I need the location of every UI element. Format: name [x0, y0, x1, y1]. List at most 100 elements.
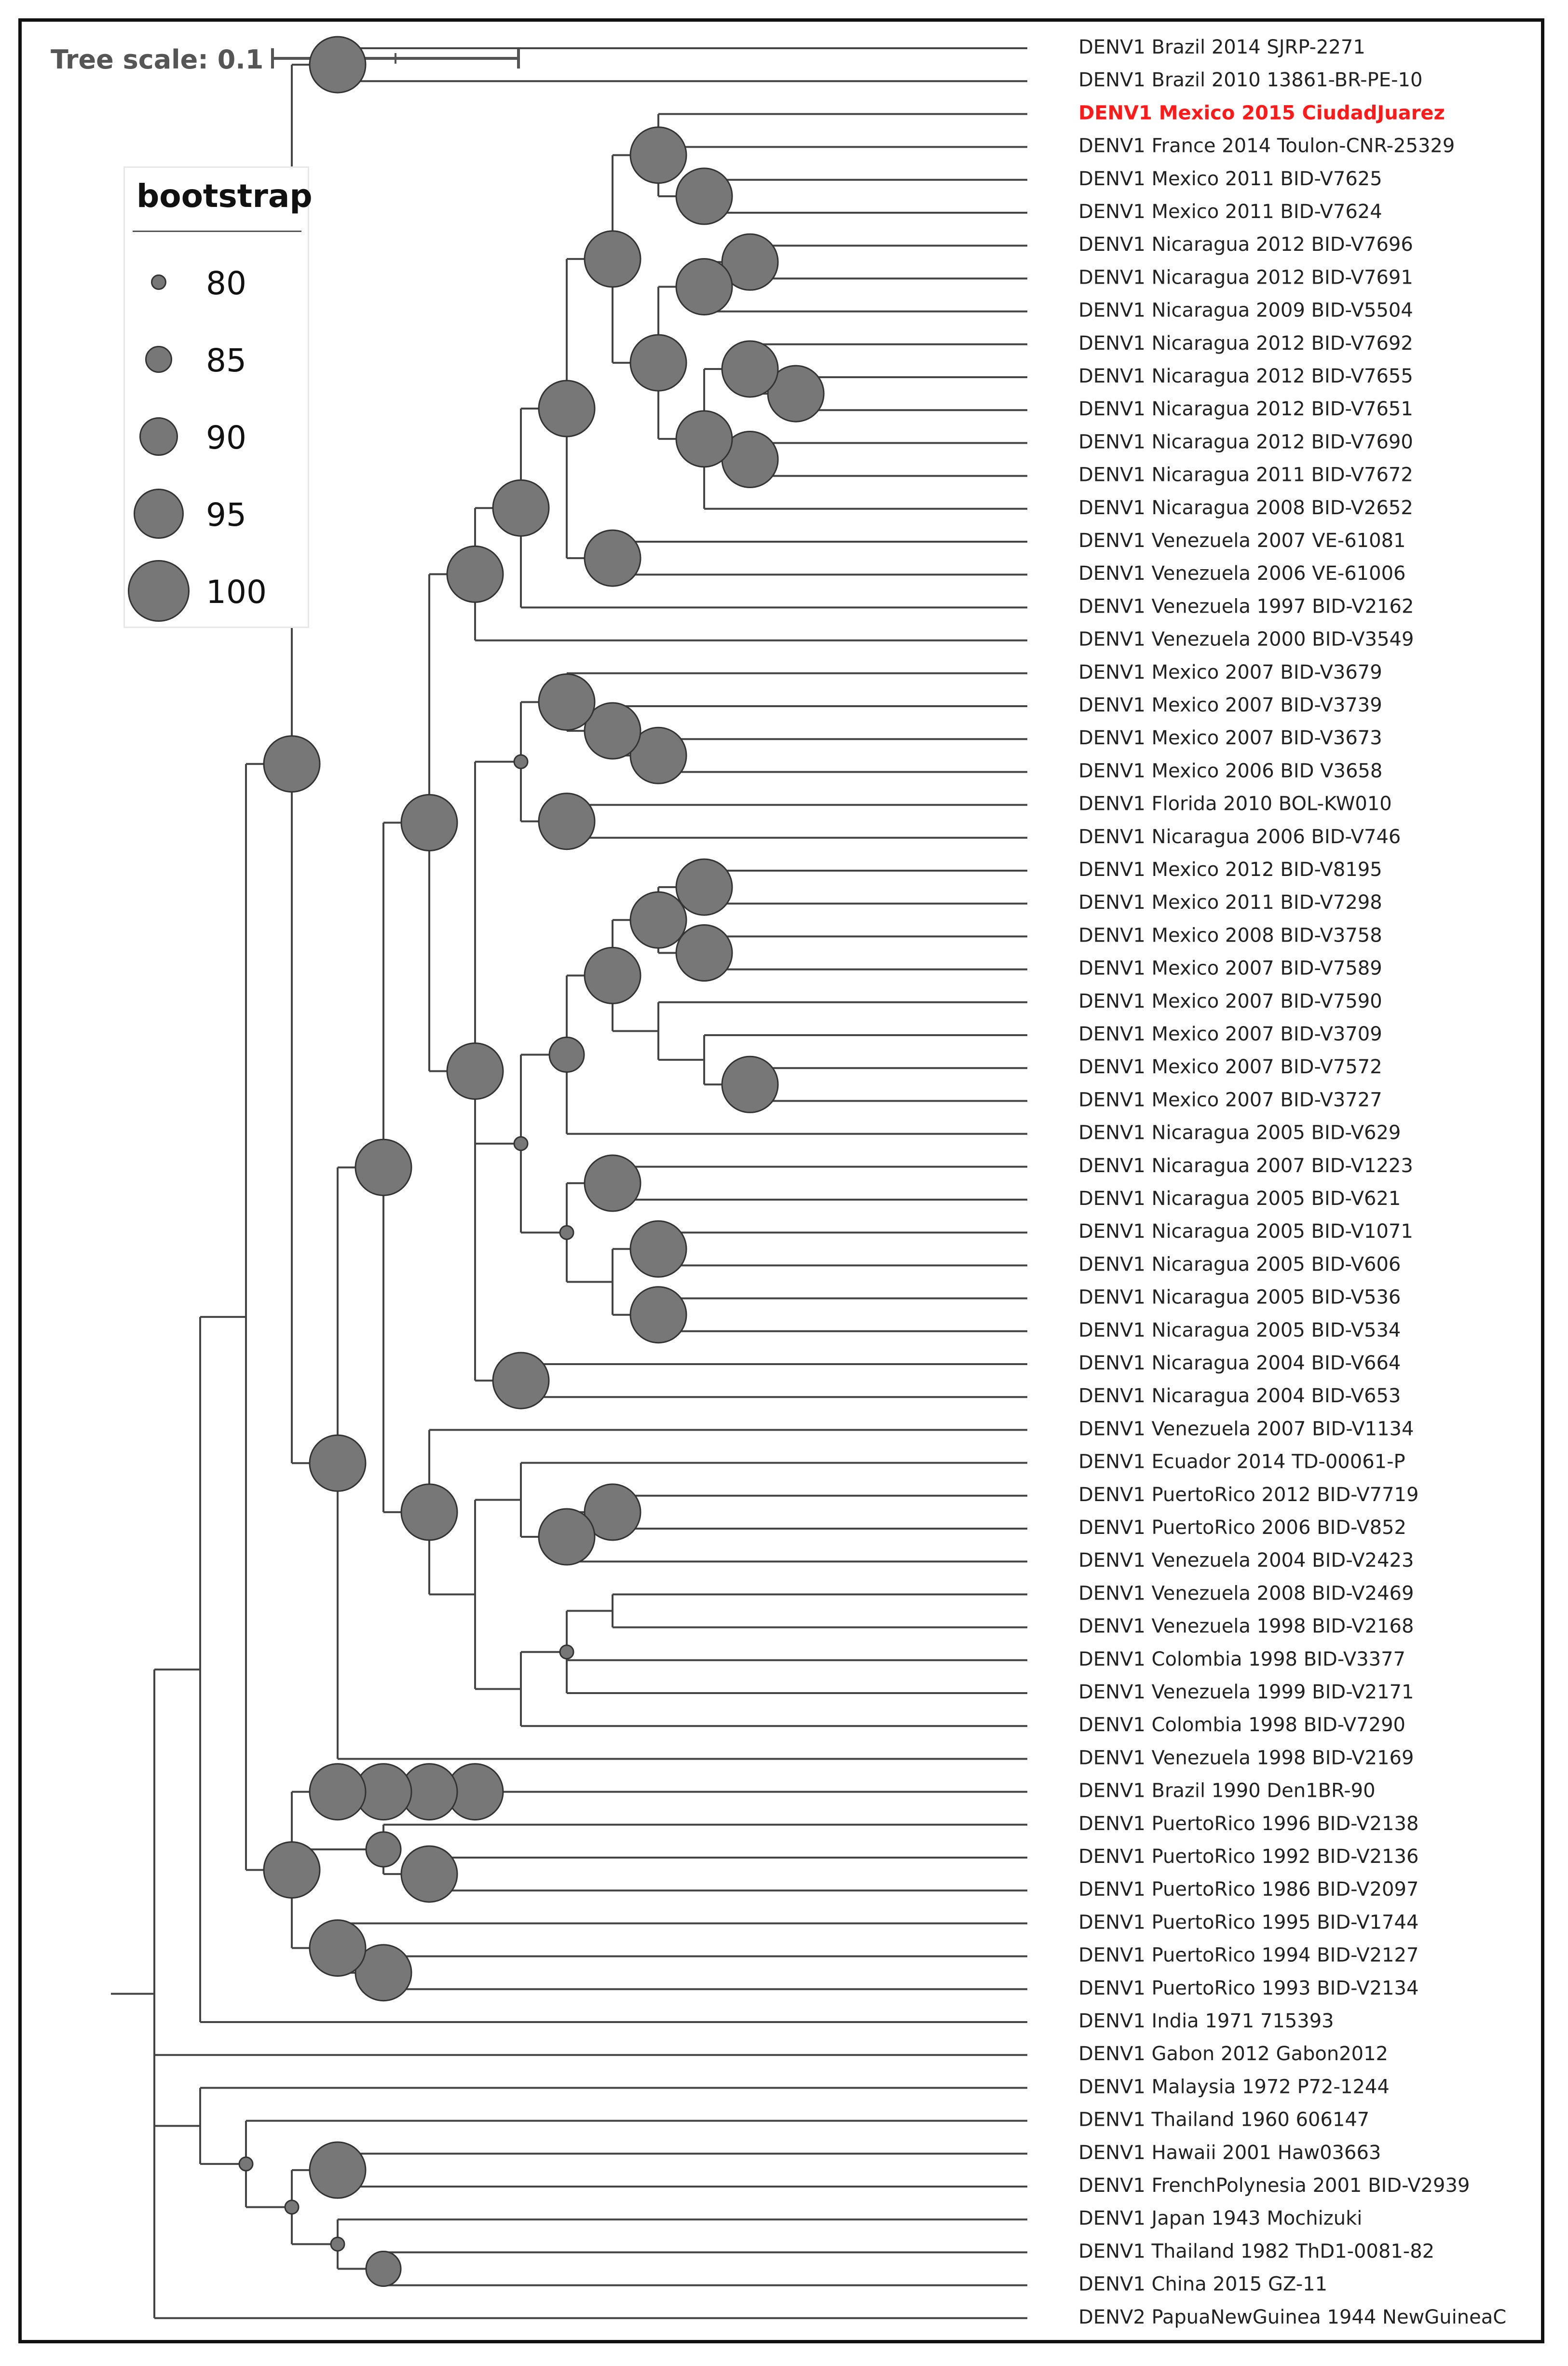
tip-label: DENV1 Venezuela 1999 BID-V2171: [1078, 1681, 1414, 1703]
bootstrap-node-80: [284, 2200, 300, 2215]
tip-label: DENV1 Mexico 2007 BID-V7590: [1078, 990, 1382, 1012]
tip-label: DENV1 Mexico 2007 BID-V3727: [1078, 1089, 1382, 1111]
legend-dot-85: [145, 346, 172, 373]
bootstrap-node-100: [675, 858, 733, 916]
tip-label: DENV1 Colombia 1998 BID-V3377: [1078, 1648, 1405, 1670]
legend-row-85: 85: [125, 329, 308, 387]
bootstrap-node-90: [365, 1831, 402, 1868]
legend-dot-80: [151, 274, 166, 290]
tip-label: DENV1 Ecuador 2014 TD-00061-P: [1078, 1451, 1405, 1473]
bootstrap-node-100: [584, 230, 641, 288]
bootstrap-node-100: [446, 545, 504, 603]
legend-dot-90: [139, 417, 178, 456]
bootstrap-node-100: [584, 529, 641, 587]
tip-label: DENV1 PuertoRico 1993 BID-V2134: [1078, 1977, 1418, 1999]
bootstrap-node-100: [263, 1841, 321, 1899]
bootstrap-node-100: [309, 1434, 367, 1492]
bootstrap-node-100: [538, 380, 596, 438]
bootstrap-node-100: [355, 1138, 412, 1196]
tip-label: DENV1 Mexico 2006 BID V3658: [1078, 760, 1382, 782]
bootstrap-node-100: [538, 673, 596, 731]
legend-label-80: 80: [206, 265, 246, 302]
tip-label: DENV1 Venezuela 1998 BID-V2169: [1078, 1747, 1414, 1769]
tip-label: DENV1 PuertoRico 2012 BID-V7719: [1078, 1484, 1418, 1506]
bootstrap-node-100: [629, 334, 687, 392]
bootstrap-node-100: [675, 258, 733, 315]
tip-label: DENV1 Gabon 2012 Gabon2012: [1078, 2043, 1388, 2065]
tip-label: DENV1 Mexico 2008 BID-V3758: [1078, 924, 1382, 946]
bootstrap-node-100: [309, 36, 367, 94]
tip-label: DENV1 Nicaragua 2005 BID-V606: [1078, 1253, 1401, 1275]
tip-label: DENV1 Nicaragua 2005 BID-V621: [1078, 1188, 1401, 1210]
tip-label: DENV1 Colombia 1998 BID-V7290: [1078, 1714, 1405, 1736]
tip-label: DENV1 Hawaii 2001 Haw03663: [1078, 2142, 1381, 2164]
tip-label: DENV1 PuertoRico 1986 BID-V2097: [1078, 1878, 1418, 1901]
legend-label-95: 95: [206, 496, 246, 533]
tip-label: DENV1 Venezuela 1997 BID-V2162: [1078, 595, 1414, 617]
bootstrap-node-100: [629, 1220, 687, 1278]
bootstrap-node-100: [400, 1845, 458, 1903]
bootstrap-node-100: [584, 1154, 641, 1212]
tip-label: DENV1 Nicaragua 2009 BID-V5504: [1078, 300, 1413, 322]
tip-label: DENV1 Nicaragua 2012 BID-V7690: [1078, 431, 1413, 453]
bootstrap-node-100: [492, 479, 550, 537]
bootstrap-node-100: [629, 726, 687, 784]
legend-label-85: 85: [206, 342, 246, 379]
bootstrap-node-100: [721, 233, 779, 291]
tip-label: DENV1 Venezuela 2008 BID-V2469: [1078, 1582, 1414, 1604]
tip-label: DENV1 Nicaragua 2011 BID-V7672: [1078, 464, 1413, 486]
tip-label: DENV1 Venezuela 2006 VE-61006: [1078, 562, 1405, 585]
bootstrap-node-90: [548, 1036, 585, 1073]
tip-label: DENV1 Nicaragua 2005 BID-V1071: [1078, 1220, 1413, 1243]
bootstrap-legend: bootstrap 80 85 90 95 100: [123, 166, 313, 628]
tip-label: DENV1 PuertoRico 1996 BID-V2138: [1078, 1813, 1418, 1835]
bootstrap-node-80: [559, 1225, 574, 1240]
bootstrap-node-90: [365, 2251, 402, 2287]
tip-label: DENV1 Nicaragua 2012 BID-V7651: [1078, 398, 1413, 420]
tip-label: DENV1 Mexico 2012 BID-V8195: [1078, 859, 1382, 881]
tip-label: DENV1 PuertoRico 1995 BID-V1744: [1078, 1911, 1418, 1933]
bootstrap-node-100: [675, 410, 733, 468]
tip-label: DENV1 Mexico 2011 BID-V7298: [1078, 891, 1382, 914]
tip-label: DENV1 Nicaragua 2012 BID-V7691: [1078, 266, 1413, 288]
bootstrap-node-100: [400, 793, 458, 851]
tip-label: DENV1 Mexico 2007 BID-V3709: [1078, 1023, 1382, 1045]
bootstrap-node-100: [584, 702, 641, 760]
legend-title: bootstrap: [136, 178, 313, 215]
legend-row-95: 95: [125, 484, 308, 542]
tip-label: DENV1 India 1971 715393: [1078, 2010, 1334, 2032]
tip-label: DENV1 Venezuela 2000 BID-V3549: [1078, 629, 1414, 651]
tip-label: DENV1 Mexico 2007 BID-V3673: [1078, 727, 1382, 749]
bootstrap-node-100: [629, 126, 687, 184]
tip-label: DENV1 China 2015 GZ-11: [1078, 2273, 1327, 2296]
bootstrap-node-100: [263, 735, 321, 793]
tree-scale-label: Tree scale: 0.1: [51, 44, 263, 75]
tip-label: DENV1 FrenchPolynesia 2001 BID-V2939: [1078, 2175, 1470, 2197]
tip-label: DENV1 Mexico 2007 BID-V3679: [1078, 661, 1382, 684]
tip-label: DENV1 Mexico 2011 BID-V7625: [1078, 168, 1382, 190]
legend-label-100: 100: [206, 574, 267, 611]
tip-label: DENV1 Nicaragua 2012 BID-V7655: [1078, 365, 1413, 387]
bootstrap-node-100: [767, 365, 825, 423]
bootstrap-node-80: [330, 2236, 345, 2252]
tip-label: DENV1 Venezuela 1998 BID-V2168: [1078, 1615, 1414, 1638]
tip-label: DENV1 Florida 2010 BOL-KW010: [1078, 793, 1392, 815]
tip-label: DENV1 Malaysia 1972 P72-1244: [1078, 2076, 1390, 2098]
bootstrap-node-80: [513, 754, 529, 769]
legend-dot-95: [134, 489, 184, 539]
legend-label-90: 90: [206, 419, 246, 456]
tip-label: DENV1 Nicaragua 2012 BID-V7692: [1078, 332, 1413, 355]
tip-label: DENV1 Thailand 1982 ThD1-0081-82: [1078, 2240, 1434, 2262]
tip-label: DENV1 Venezuela 2007 VE-61081: [1078, 530, 1405, 552]
legend-row-100: 100: [125, 560, 308, 622]
bootstrap-node-100: [538, 1508, 596, 1566]
bootstrap-node-100: [629, 1286, 687, 1344]
bootstrap-node-100: [309, 1919, 367, 1977]
tip-label: DENV1 Nicaragua 2012 BID-V7696: [1078, 233, 1413, 256]
tip-label: DENV1 Venezuela 2007 BID-V1134: [1078, 1418, 1414, 1440]
bootstrap-node-80: [513, 1136, 529, 1151]
bootstrap-node-80: [238, 2156, 254, 2172]
tip-label: DENV1 PuertoRico 2006 BID-V852: [1078, 1517, 1406, 1539]
tip-label: DENV1 Brazil 1990 Den1BR-90: [1078, 1780, 1376, 1802]
bootstrap-node-100: [721, 340, 779, 398]
